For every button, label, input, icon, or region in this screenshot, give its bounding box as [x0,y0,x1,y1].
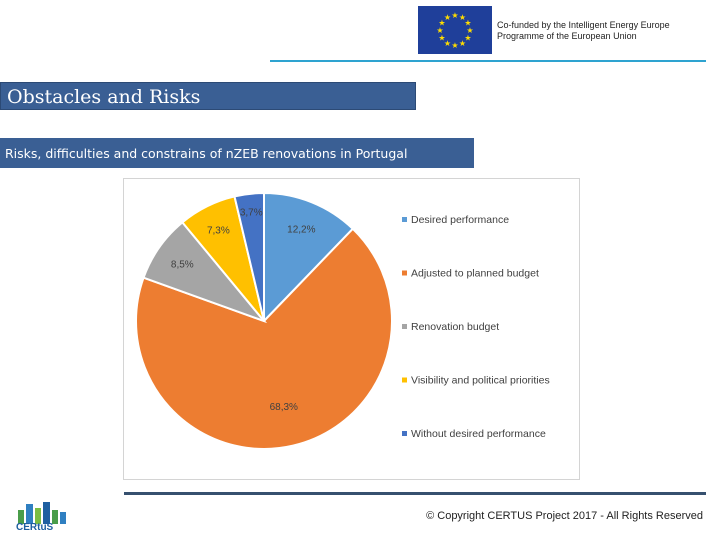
eu-stars-icon: ★ ★★★★★★★★★★★ [436,11,473,50]
legend-swatch [402,431,407,436]
certus-logo: CERtuS [14,498,74,538]
pie-data-label: 68,3% [270,402,298,413]
eu-star-icon: ★ [464,19,471,28]
title-bar: Obstacles and Risks [0,82,416,110]
certus-logo-text: CERtuS [16,522,54,533]
eu-star-icon: ★ [451,41,458,50]
eu-funding-line2: Programme of the European Union [497,31,637,41]
slide-title: Obstacles and Risks [7,86,201,108]
city-skyline-icon [18,502,66,524]
eu-star-icon: ★ [451,11,458,20]
eu-star-icon: ★ [444,39,451,48]
legend-label: Renovation budget [411,321,499,333]
eu-flag-logo: ★ ★ ★ ★ ★ ★ ★ ★ ★ ★ ★ ★ [418,6,492,54]
eu-funding-text: Co-funded by the Intelligent Energy Euro… [497,20,712,42]
pie-slice [263,191,355,324]
pie-chart: 12,2% 68,3% 8,5% 7,3% 3,7% Desired performanc… [135,191,550,450]
footer-divider [124,492,706,495]
eu-star-icon: ★ [438,34,445,43]
legend-swatch [402,217,407,222]
pie-slice [135,227,393,450]
legend-label: Adjusted to planned budget [411,268,539,280]
pie-slice [233,191,265,322]
eu-funding-line1: Co-funded by the Intelligent Energy Euro… [497,20,670,30]
eu-star-icon: ★ [459,13,466,22]
header-divider [270,60,706,62]
legend-label: Desired performance [411,214,509,226]
pie-data-label: 12,2% [287,224,315,235]
legend-swatch [402,324,407,329]
legend-label: Visibility and political priorities [411,375,550,387]
pie-chart-frame: 12,2% 68,3% 8,5% 7,3% 3,7% Desired performanc… [123,178,580,480]
pie-data-label: 8,5% [171,260,194,271]
eu-star-icon: ★ [459,39,466,48]
eu-star-icon: ★ [466,26,473,35]
pie-data-label: 3,7% [240,208,263,219]
legend-swatch [402,377,407,383]
subtitle-bar: Risks, difficulties and constrains of nZ… [0,138,474,168]
eu-star-icon: ★ [464,34,471,43]
eu-star-icon: ★ [438,19,445,28]
slide-subtitle: Risks, difficulties and constrains of nZ… [5,146,408,161]
legend-swatch [402,270,407,276]
copyright-text: © Copyright CERTUS Project 2017 - All Ri… [426,510,703,522]
pie-data-label: 7,3% [207,225,230,236]
eu-star-icon: ★ [444,13,451,22]
eu-star-icon: ★ [436,26,443,35]
legend-label: Without desired performance [411,428,546,440]
